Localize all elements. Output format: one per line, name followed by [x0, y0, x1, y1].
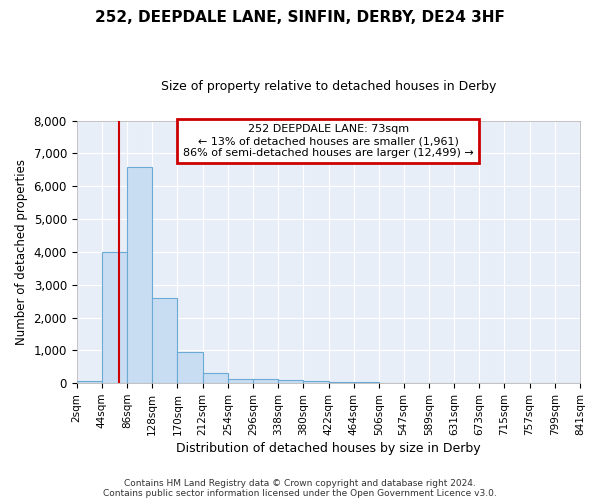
- Bar: [102, 252, 127, 383]
- Title: Size of property relative to detached houses in Derby: Size of property relative to detached ho…: [161, 80, 496, 93]
- Text: 252 DEEPDALE LANE: 73sqm
← 13% of detached houses are smaller (1,961)
86% of sem: 252 DEEPDALE LANE: 73sqm ← 13% of detach…: [183, 124, 474, 158]
- Bar: [354, 382, 379, 383]
- Bar: [228, 380, 253, 383]
- Text: Contains HM Land Registry data © Crown copyright and database right 2024.: Contains HM Land Registry data © Crown c…: [124, 478, 476, 488]
- Bar: [278, 380, 304, 383]
- Text: Contains public sector information licensed under the Open Government Licence v3: Contains public sector information licen…: [103, 488, 497, 498]
- Bar: [329, 382, 354, 383]
- Bar: [77, 380, 102, 383]
- Bar: [304, 381, 329, 383]
- X-axis label: Distribution of detached houses by size in Derby: Distribution of detached houses by size …: [176, 442, 481, 455]
- Bar: [127, 166, 152, 383]
- Text: 252, DEEPDALE LANE, SINFIN, DERBY, DE24 3HF: 252, DEEPDALE LANE, SINFIN, DERBY, DE24 …: [95, 10, 505, 25]
- Bar: [253, 380, 278, 383]
- Bar: [152, 298, 178, 383]
- Bar: [178, 352, 203, 383]
- Bar: [203, 374, 228, 383]
- Y-axis label: Number of detached properties: Number of detached properties: [15, 159, 28, 345]
